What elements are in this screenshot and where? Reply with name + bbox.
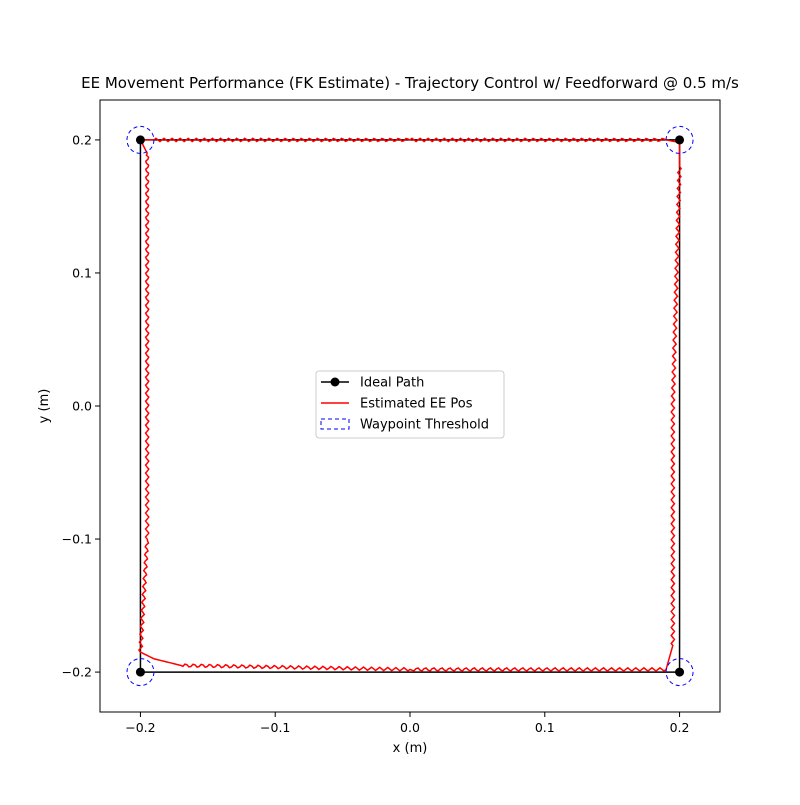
x-axis-ticks: −0.2 −0.1 0.0 0.1 0.2 [125, 712, 690, 735]
legend-label: Waypoint Threshold [360, 418, 489, 433]
waypoint-threshold-circle [126, 658, 155, 687]
chart-title: EE Movement Performance (FK Estimate) - … [81, 74, 739, 92]
legend-label: Ideal Path [360, 376, 424, 391]
y-tick-label: −0.2 [62, 665, 92, 680]
y-axis-label: y (m) [37, 389, 52, 424]
y-tick-label: 0.2 [72, 132, 92, 147]
plot-area [126, 125, 694, 687]
ideal-path-marker [675, 135, 685, 145]
ideal-path-marker [675, 667, 685, 677]
legend-box [315, 370, 505, 439]
waypoint-threshold-circle [126, 125, 155, 154]
y-tick-label: −0.1 [62, 532, 92, 547]
ideal-path-marker [135, 135, 145, 145]
x-tick-label: 0.2 [670, 720, 690, 735]
y-tick-label: 0.0 [72, 399, 92, 414]
x-tick-label: 0.0 [400, 720, 420, 735]
y-tick-label: 0.1 [72, 265, 92, 280]
x-tick-label: 0.1 [535, 720, 555, 735]
waypoint-threshold-circle [665, 658, 694, 687]
legend-waypoint-threshold-swatch [320, 418, 350, 430]
legend: Ideal Path Estimated EE Pos Waypoint Thres… [315, 370, 505, 439]
series-estimated-ee-pos-line [137, 137, 683, 672]
waypoint-threshold-circle [665, 125, 694, 154]
ideal-path-marker [135, 667, 145, 677]
x-axis-label: x (m) [393, 741, 428, 756]
y-axis-ticks: −0.2 −0.1 0.0 0.1 0.2 [62, 132, 100, 680]
x-tick-label: −0.1 [260, 720, 290, 735]
x-tick-label: −0.2 [125, 720, 155, 735]
legend-label: Estimated EE Pos [360, 397, 473, 412]
legend-ideal-path-marker [330, 377, 340, 387]
